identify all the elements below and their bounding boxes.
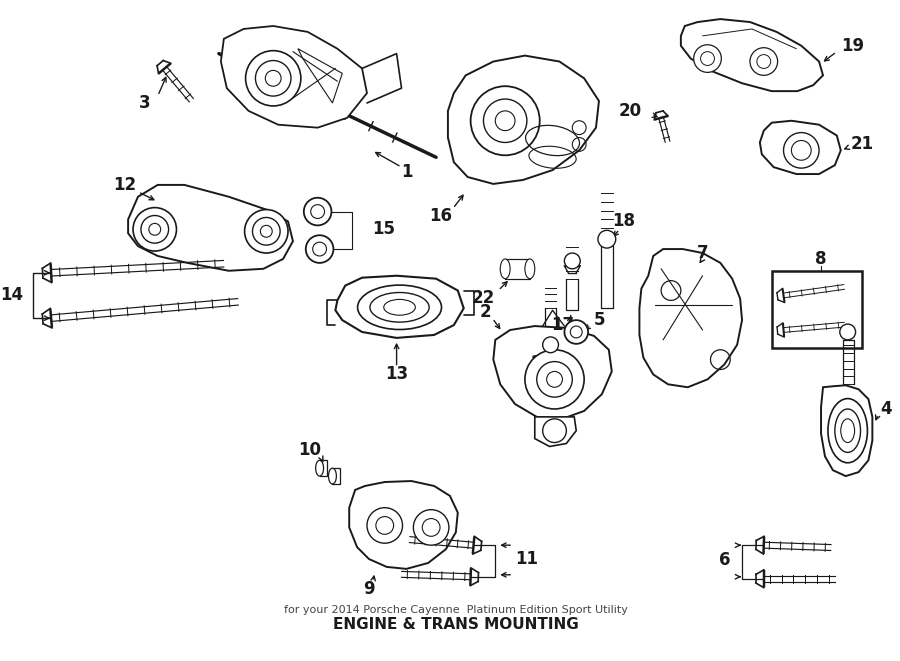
Circle shape — [246, 51, 301, 106]
Polygon shape — [320, 460, 328, 476]
Text: 21: 21 — [850, 136, 874, 153]
Text: 19: 19 — [841, 37, 864, 55]
Text: 20: 20 — [618, 102, 642, 120]
Text: 16: 16 — [429, 208, 453, 225]
Circle shape — [564, 253, 580, 269]
Text: 4: 4 — [880, 400, 892, 418]
Circle shape — [784, 133, 819, 168]
Text: 6: 6 — [719, 551, 730, 569]
Polygon shape — [349, 481, 458, 569]
Circle shape — [694, 45, 721, 73]
Text: 18: 18 — [612, 212, 635, 231]
Circle shape — [413, 510, 449, 545]
Circle shape — [133, 208, 176, 251]
Text: 3: 3 — [140, 94, 150, 112]
Ellipse shape — [500, 259, 510, 279]
Text: 1: 1 — [400, 163, 412, 181]
Circle shape — [471, 86, 540, 155]
Polygon shape — [681, 19, 823, 91]
Circle shape — [304, 198, 331, 225]
Ellipse shape — [328, 468, 337, 484]
Circle shape — [543, 337, 559, 353]
Text: for your 2014 Porsche Cayenne  Platinum Edition Sport Utility: for your 2014 Porsche Cayenne Platinum E… — [284, 605, 628, 615]
Polygon shape — [128, 185, 293, 271]
Circle shape — [367, 508, 402, 543]
Polygon shape — [298, 49, 342, 103]
Text: 15: 15 — [372, 220, 395, 239]
Polygon shape — [639, 249, 742, 387]
Circle shape — [525, 350, 584, 409]
Polygon shape — [535, 417, 576, 446]
Circle shape — [245, 210, 288, 253]
Text: 17: 17 — [551, 316, 574, 334]
Text: 13: 13 — [385, 366, 409, 383]
Polygon shape — [760, 121, 841, 174]
Text: 2: 2 — [480, 303, 491, 321]
Text: 12: 12 — [113, 176, 137, 194]
Circle shape — [750, 48, 778, 75]
Polygon shape — [493, 326, 612, 419]
Circle shape — [598, 230, 616, 248]
Polygon shape — [505, 259, 530, 279]
Text: 9: 9 — [363, 580, 374, 598]
Ellipse shape — [525, 259, 535, 279]
Circle shape — [306, 235, 333, 263]
Text: 14: 14 — [0, 286, 23, 305]
Text: 8: 8 — [815, 250, 827, 268]
Text: ENGINE & TRANS MOUNTING: ENGINE & TRANS MOUNTING — [333, 617, 579, 632]
Polygon shape — [821, 385, 872, 476]
Bar — [771, 271, 862, 348]
Text: 22: 22 — [472, 290, 495, 307]
Text: 5: 5 — [594, 311, 606, 329]
Polygon shape — [336, 276, 464, 338]
Text: 23: 23 — [531, 354, 554, 371]
Text: 10: 10 — [298, 442, 321, 459]
Ellipse shape — [828, 399, 868, 463]
Polygon shape — [448, 56, 598, 184]
Text: 11: 11 — [515, 550, 538, 568]
Text: 7: 7 — [697, 244, 708, 262]
Ellipse shape — [357, 285, 442, 330]
Polygon shape — [220, 26, 367, 128]
Circle shape — [564, 320, 588, 344]
Circle shape — [543, 419, 566, 442]
Ellipse shape — [316, 460, 323, 476]
Circle shape — [840, 324, 856, 340]
Polygon shape — [332, 468, 340, 484]
